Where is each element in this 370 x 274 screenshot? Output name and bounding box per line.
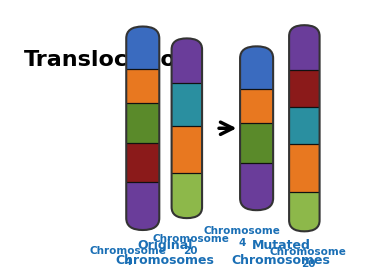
Bar [289, 25, 320, 70]
Text: Chromosome
4: Chromosome 4 [204, 226, 280, 248]
Bar [289, 192, 320, 231]
Bar [172, 38, 202, 83]
Bar [126, 143, 159, 182]
Text: Chromosome
20: Chromosome 20 [270, 247, 346, 269]
Bar [126, 27, 159, 69]
Bar [289, 107, 320, 144]
Text: Chromosome
4: Chromosome 4 [90, 246, 166, 267]
Bar [240, 89, 273, 123]
Text: Translocation: Translocation [23, 50, 192, 70]
Bar [240, 46, 273, 89]
Text: Chromosome
20: Chromosome 20 [152, 234, 229, 256]
Bar [126, 69, 159, 103]
Bar [126, 103, 159, 143]
Bar [172, 83, 202, 125]
Bar [240, 163, 273, 210]
Bar [172, 173, 202, 218]
Text: Original
Chromosomes: Original Chromosomes [115, 239, 214, 267]
Bar [289, 144, 320, 192]
Bar [126, 182, 159, 230]
Bar [172, 125, 202, 173]
Bar [289, 70, 320, 107]
Bar [240, 123, 273, 163]
Text: Mutated
Chromosomes: Mutated Chromosomes [232, 239, 331, 267]
